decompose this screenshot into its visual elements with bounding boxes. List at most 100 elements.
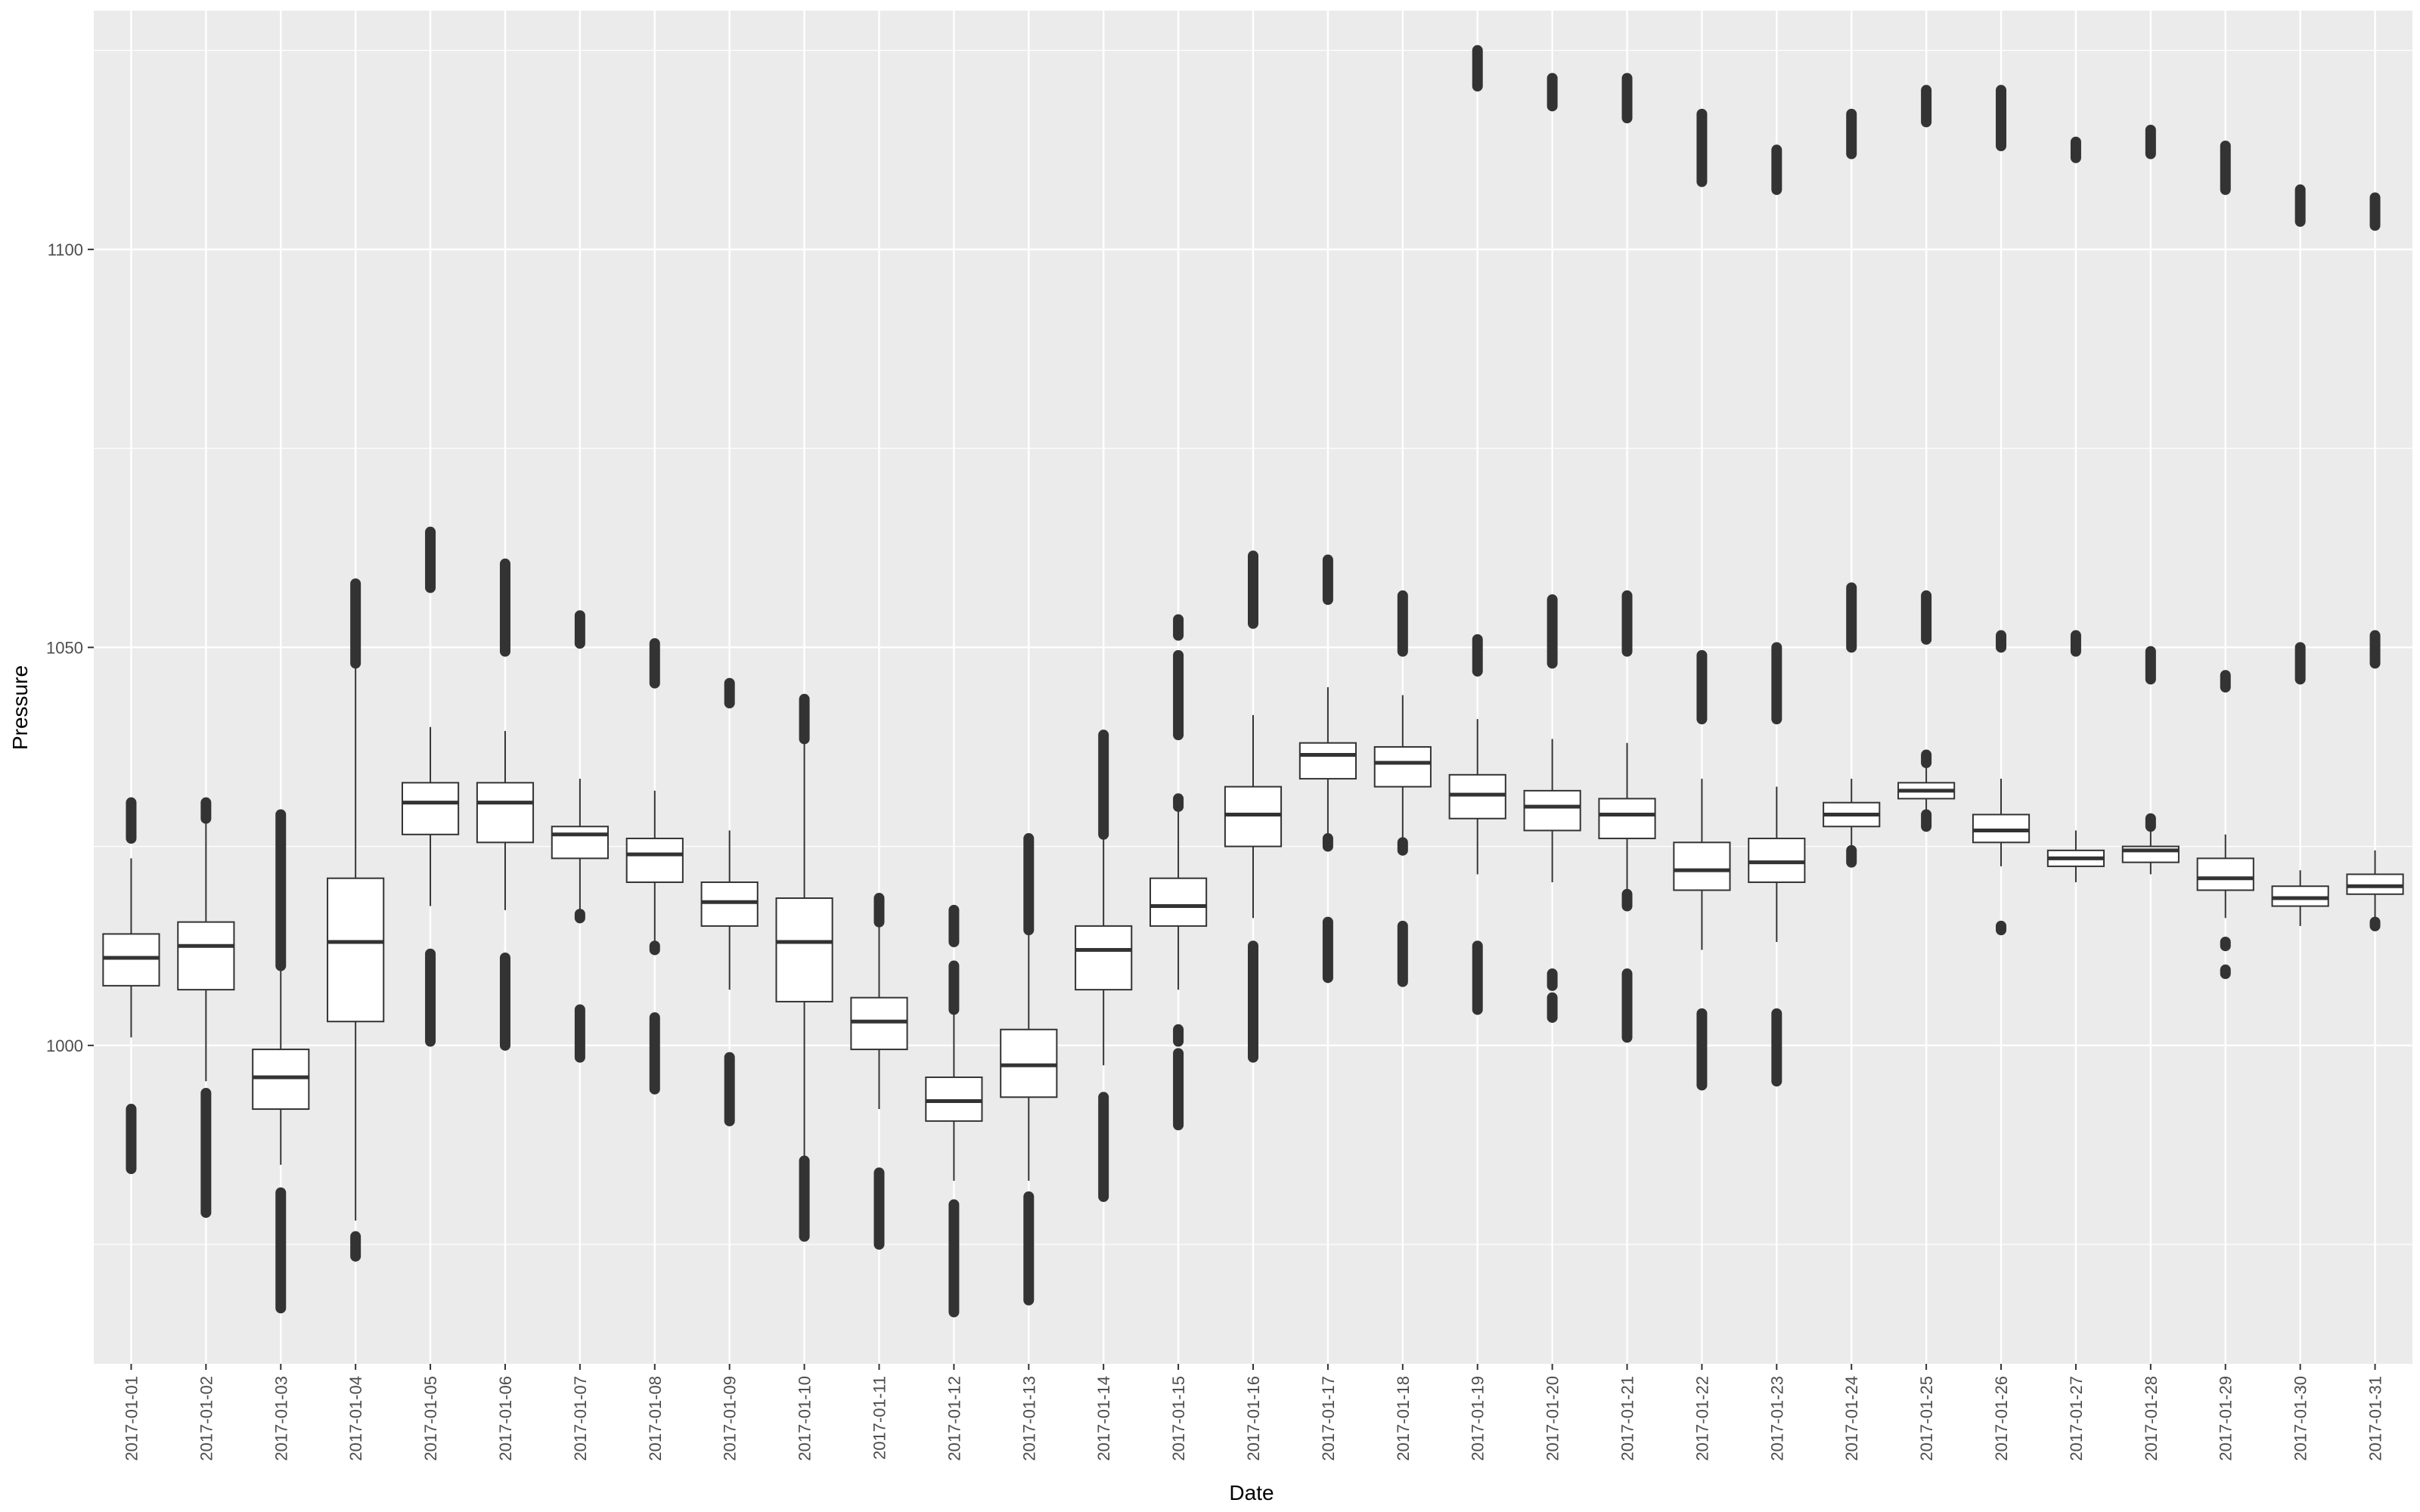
- outlier-points: [200, 797, 212, 824]
- iqr-box: [850, 996, 908, 1051]
- outlier-points: [1621, 73, 1633, 124]
- box-2017-01-27: [2046, 136, 2105, 882]
- x-tick-label: 2017-01-03: [271, 1376, 290, 1461]
- outlier-points: [1173, 1048, 1184, 1131]
- box-2017-01-13: [1000, 833, 1058, 1306]
- outlier-points: [2294, 184, 2306, 228]
- x-tick-label: 2017-01-25: [1917, 1376, 1936, 1461]
- x-tick-label: 2017-01-24: [1842, 1376, 1861, 1461]
- outlier-points: [1621, 888, 1633, 912]
- outlier-points: [275, 809, 287, 971]
- outlier-points: [574, 610, 585, 649]
- outlier-points: [1846, 582, 1857, 653]
- outlier-points: [350, 578, 361, 669]
- iqr-box: [1000, 1028, 1058, 1098]
- outlier-points: [2220, 141, 2231, 195]
- outlier-points: [1771, 642, 1782, 725]
- outlier-points: [1322, 833, 1333, 852]
- outlier-points: [275, 1187, 287, 1314]
- outlier-points: [1173, 614, 1184, 641]
- outlier-points: [1547, 73, 1558, 112]
- outlier-points: [724, 1052, 735, 1126]
- box-2017-01-06: [476, 558, 535, 1051]
- outlier-points: [649, 1012, 660, 1095]
- outlier-points: [2220, 964, 2231, 980]
- x-axis: 2017-01-01 2017-01-02 2017-01-03 2017-01-04…: [122, 1364, 2385, 1461]
- iqr-box: [102, 933, 160, 987]
- box-2017-01-29: [2196, 141, 2254, 980]
- outlier-points: [1173, 1024, 1184, 1047]
- outlier-points: [1023, 833, 1035, 936]
- x-tick-label: 2017-01-10: [796, 1376, 814, 1461]
- box-2017-01-04: [327, 578, 385, 1262]
- outlier-points: [1322, 554, 1333, 606]
- x-tick-label: 2017-01-04: [346, 1376, 365, 1461]
- outlier-points: [574, 909, 585, 924]
- outlier-points: [1248, 940, 1258, 1063]
- x-tick-label: 2017-01-14: [1094, 1376, 1113, 1461]
- x-tick-label: 2017-01-09: [721, 1376, 740, 1461]
- outlier-points: [425, 948, 436, 1047]
- iqr-box: [1748, 838, 1806, 883]
- box-2017-01-16: [1224, 550, 1283, 1063]
- outlier-points: [649, 638, 660, 689]
- box-2017-01-09: [700, 677, 759, 1126]
- outlier-points: [425, 526, 436, 593]
- outlier-points: [1921, 749, 1932, 769]
- outlier-points: [2145, 646, 2156, 685]
- outlier-points: [1696, 649, 1708, 725]
- outlier-points: [2145, 813, 2156, 832]
- box-2017-01-14: [1075, 730, 1133, 1202]
- outlier-points: [1846, 108, 1857, 160]
- outlier-points: [1397, 837, 1408, 856]
- box-2017-01-28: [2121, 124, 2180, 875]
- box-2017-01-30: [2271, 184, 2329, 926]
- x-tick-label: 2017-01-15: [1169, 1376, 1188, 1461]
- outlier-points: [1397, 590, 1408, 657]
- iqr-box: [401, 782, 460, 835]
- outlier-points: [499, 953, 510, 1051]
- iqr-box: [1972, 813, 2031, 844]
- y-tick-label: 1100: [48, 240, 83, 259]
- outlier-points: [873, 1167, 885, 1250]
- outlier-points: [1472, 940, 1483, 1015]
- outlier-points: [948, 960, 960, 1015]
- outlier-points: [1996, 920, 2007, 936]
- box-2017-01-17: [1298, 554, 1357, 984]
- outlier-points: [1771, 1008, 1782, 1087]
- iqr-box: [1298, 742, 1357, 780]
- y-axis: 1000 1050 1100: [46, 240, 94, 1055]
- iqr-box: [1373, 745, 1432, 788]
- iqr-box: [2346, 873, 2404, 895]
- iqr-box: [1150, 877, 1208, 927]
- y-tick-label: 1000: [46, 1036, 83, 1055]
- box-2017-01-24: [1823, 108, 1881, 868]
- box-2017-01-15: [1150, 614, 1208, 1131]
- outlier-points: [2070, 630, 2081, 657]
- outlier-points: [948, 1199, 960, 1318]
- outlier-points: [1547, 594, 1558, 669]
- outlier-points: [2294, 642, 2306, 685]
- outlier-points: [1696, 1008, 1708, 1091]
- x-tick-label: 2017-01-30: [2291, 1376, 2310, 1461]
- x-tick-label: 2017-01-05: [421, 1376, 440, 1461]
- x-tick-label: 2017-01-17: [1319, 1376, 1338, 1461]
- outlier-points: [2070, 136, 2081, 163]
- iqr-box: [2271, 885, 2329, 907]
- iqr-box: [476, 782, 535, 844]
- iqr-box: [1224, 785, 1283, 847]
- x-axis-title: Date: [1229, 1481, 1274, 1504]
- box-2017-01-03: [252, 809, 310, 1314]
- x-tick-label: 2017-01-08: [646, 1376, 665, 1461]
- iqr-box: [925, 1076, 983, 1122]
- outlier-points: [1472, 45, 1483, 92]
- outlier-points: [1696, 108, 1708, 187]
- box-2017-01-22: [1673, 108, 1731, 1091]
- outlier-points: [2369, 630, 2381, 669]
- outlier-points: [126, 797, 137, 844]
- box-2017-01-01: [102, 797, 160, 1175]
- box-2017-01-25: [1897, 85, 1956, 832]
- box-2017-01-18: [1373, 590, 1432, 987]
- box-2017-01-12: [925, 904, 983, 1318]
